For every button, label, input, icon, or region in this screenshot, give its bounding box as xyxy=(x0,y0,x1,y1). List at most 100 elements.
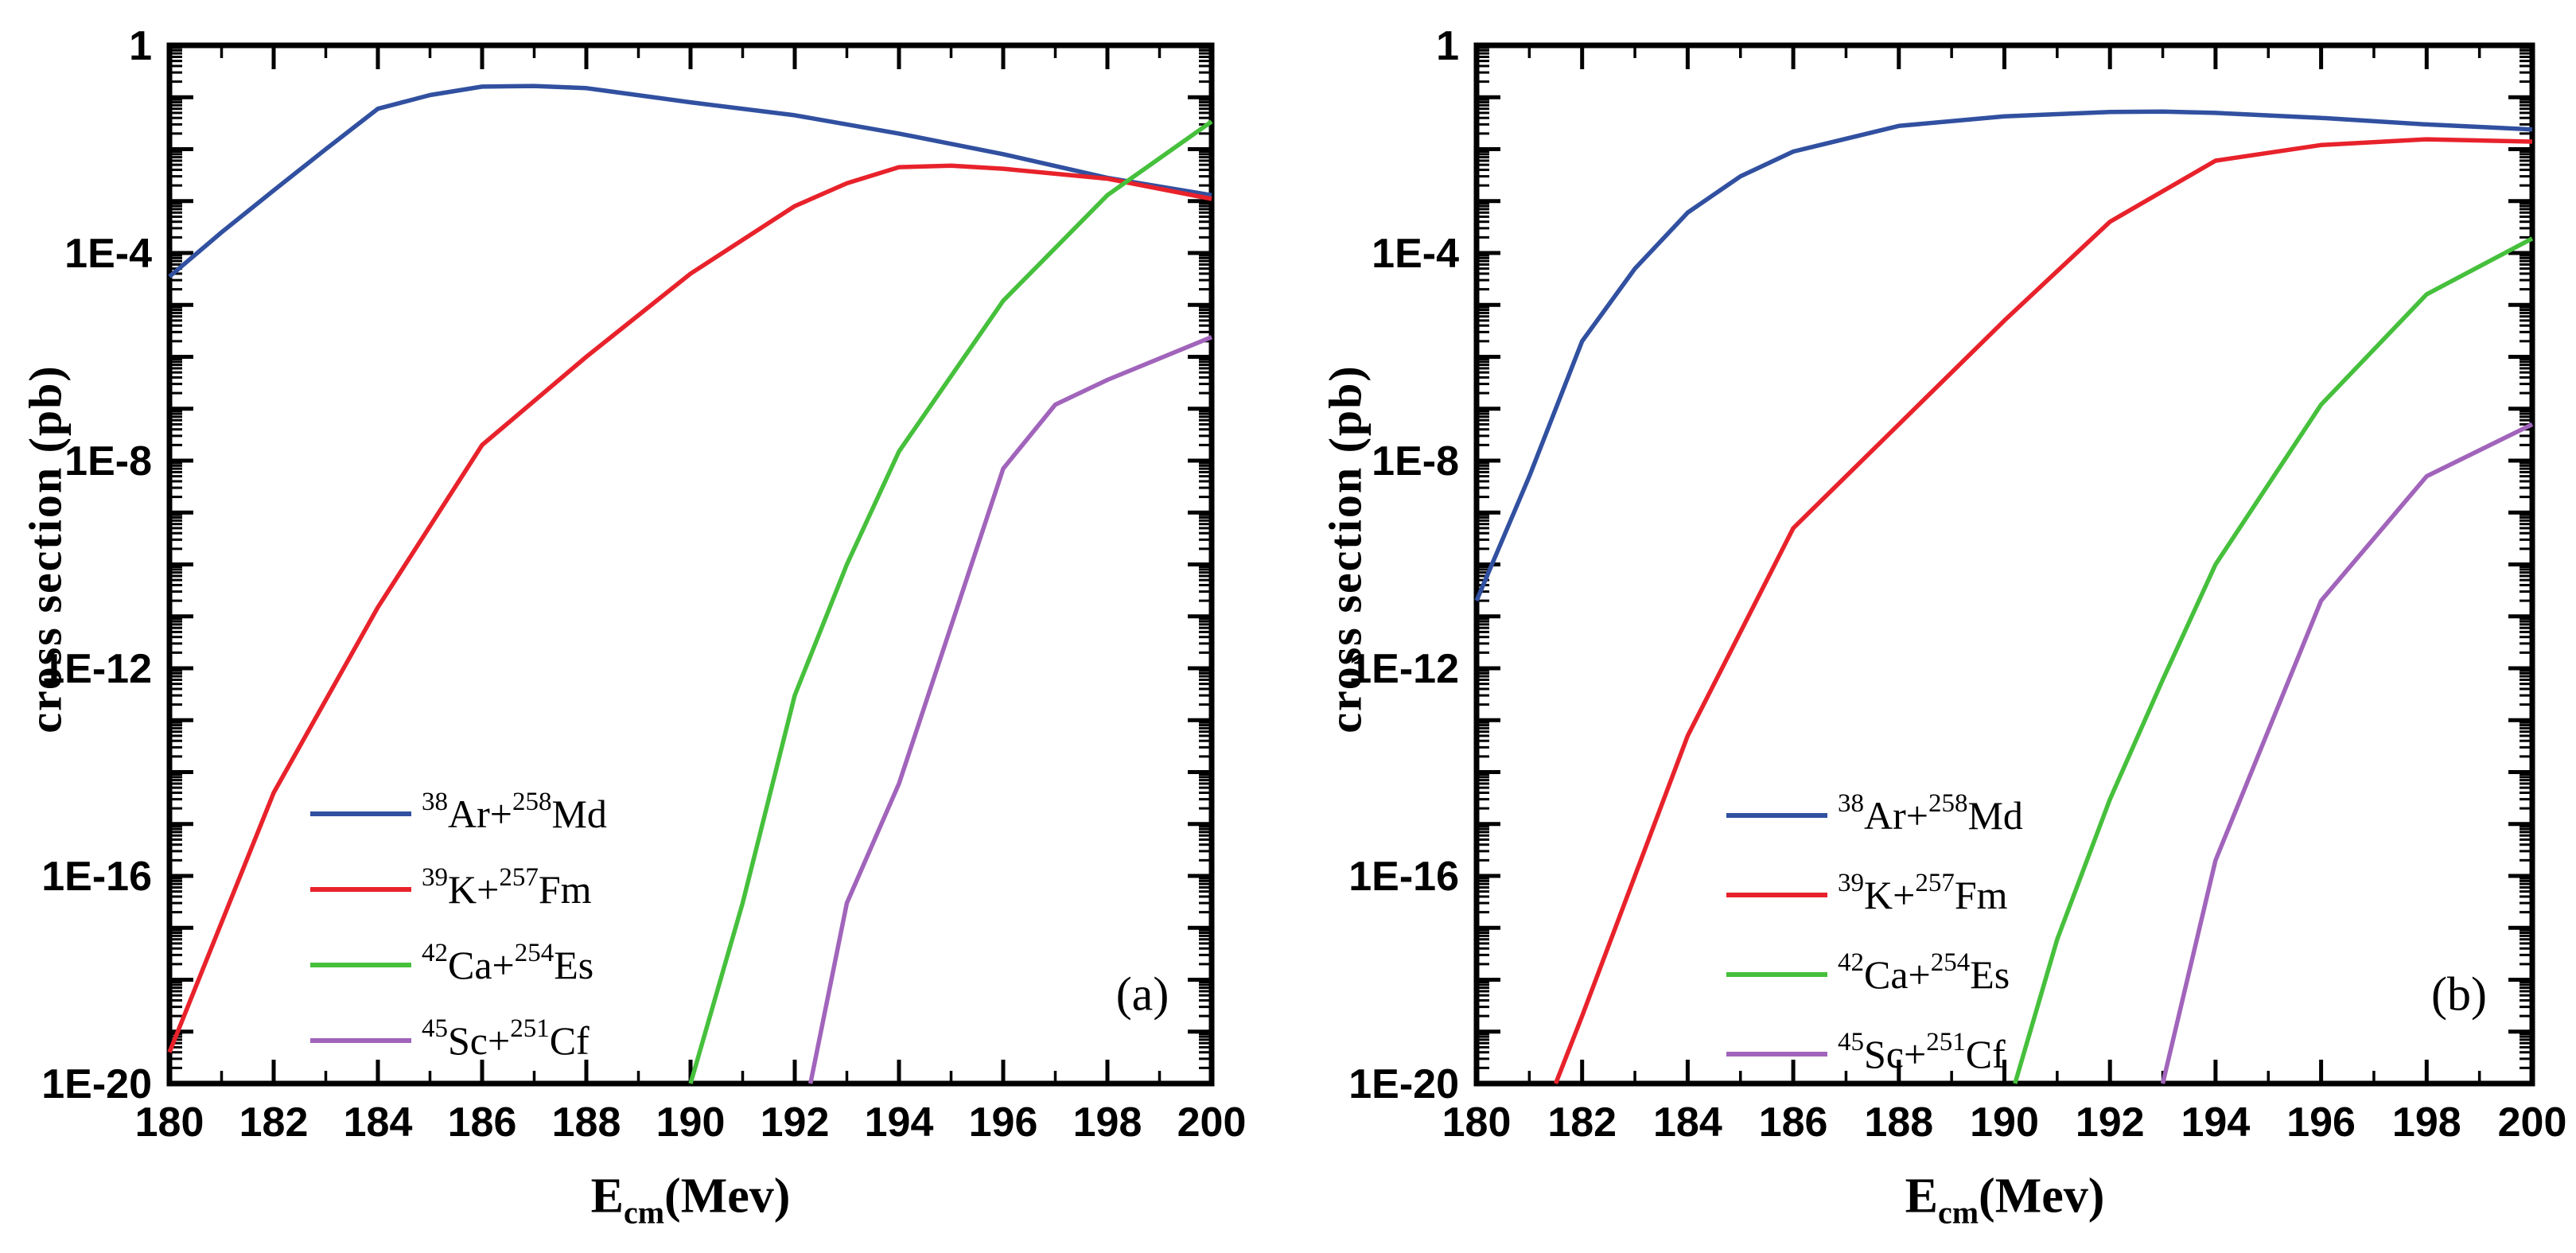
y-tick-label: 1E-12 xyxy=(1348,646,1459,692)
legend-swatch xyxy=(1726,1052,1827,1056)
y-tick-label: 1E-4 xyxy=(64,231,152,277)
legend-sup: 39 xyxy=(1838,869,1864,897)
x-tick-label: 184 xyxy=(344,1099,413,1146)
axis-ticks xyxy=(167,43,1214,1086)
y-tick-label: 1E-4 xyxy=(1372,231,1459,277)
legend-label: 45Sc+251Cf xyxy=(1838,1029,2006,1076)
y-tick-label: 1E-16 xyxy=(1348,854,1459,900)
legend-base: Es xyxy=(1970,952,2010,997)
axis-box xyxy=(166,42,1215,1087)
legend-swatch xyxy=(1726,813,1827,818)
panel-b: 180 182 184 186 188 190 192 194 196 198 200 1 1E-4 1E… xyxy=(1288,0,2576,1253)
x-tick-label: 182 xyxy=(1547,1099,1617,1146)
panel-a: 180 182 184 186 188 190 192 194 196 198 200 1 1E-4 1E… xyxy=(20,23,1247,1232)
legend-base: Md xyxy=(551,792,607,836)
x-axis-label: Ecm(Mev) xyxy=(591,1169,791,1232)
x-tick-label: 180 xyxy=(135,1099,204,1146)
x-tick-label: 182 xyxy=(239,1099,309,1146)
legend-sup: 257 xyxy=(1915,869,1955,897)
legend-item: 42Ca+254Es xyxy=(1726,947,2010,1002)
legend-sup: 258 xyxy=(1928,789,1968,818)
legend-sup: 45 xyxy=(422,1014,448,1043)
legend-swatch xyxy=(310,963,411,967)
x-tick-label: 196 xyxy=(2286,1099,2356,1146)
legend-label: 39K+257Fm xyxy=(1838,870,2008,917)
x-tick-label: 190 xyxy=(656,1099,726,1146)
legend-base: Es xyxy=(554,943,594,987)
xlabel-subscript: cm xyxy=(623,1194,665,1231)
series-curves xyxy=(1474,109,2534,1085)
plot-area-a: 180 182 184 186 188 190 192 194 196 198 200 1 1E-4 1E… xyxy=(41,23,1246,1146)
y-axis-label: cross section (pb) xyxy=(1319,364,1372,734)
legend-sup: 42 xyxy=(1838,948,1864,977)
legend-label: 45Sc+251Cf xyxy=(422,1016,590,1063)
legend-label: 42Ca+254Es xyxy=(422,940,594,987)
legend-swatch xyxy=(310,811,411,816)
legend-base: Sc+ xyxy=(448,1018,511,1063)
series-line-k39-fm257 xyxy=(167,163,1212,1053)
x-tick-label: 198 xyxy=(2392,1099,2461,1146)
legend-item: 38Ar+258Md xyxy=(1726,788,2023,843)
tick-labels: 180 182 184 186 188 190 192 194 196 198 200 1 1E-4 1E… xyxy=(1348,23,2566,1146)
series-line-sc45-cf251 xyxy=(2160,422,2534,1084)
x-tick-label: 194 xyxy=(865,1099,934,1146)
legend-label: 38Ar+258Md xyxy=(422,789,607,836)
legend-swatch xyxy=(1726,893,1827,897)
tick-labels: 180 182 184 186 188 190 192 194 196 198 200 1 1E-4 1E… xyxy=(41,23,1246,1146)
x-tick-label: 194 xyxy=(2181,1099,2251,1146)
xlabel-unit: (Mev) xyxy=(1979,1169,2105,1224)
legend-base: Ar+ xyxy=(448,792,512,836)
y-tick-label: 1 xyxy=(1436,23,1459,69)
x-tick-label: 188 xyxy=(1864,1099,1933,1146)
xlabel-symbol: E xyxy=(1905,1169,1938,1224)
legend-swatch xyxy=(310,887,411,892)
series-line-sc45-cf251 xyxy=(808,335,1213,1084)
y-tick-label: 1E-8 xyxy=(1372,438,1459,484)
legend-sup: 258 xyxy=(512,788,552,816)
legend-swatch xyxy=(310,1038,411,1043)
legend-sup: 42 xyxy=(422,939,448,967)
legend-sup: 251 xyxy=(510,1014,550,1043)
x-axis-label: Ecm(Mev) xyxy=(1905,1169,2105,1232)
panel-label-a: (a) xyxy=(1115,967,1169,1021)
legend-item: 39K+257Fm xyxy=(1726,867,2008,923)
y-tick-label: 1 xyxy=(129,23,152,69)
legend-base: Sc+ xyxy=(1864,1032,1927,1076)
legend-base: Ca+ xyxy=(448,943,515,987)
series-line-ar38-md258 xyxy=(1474,109,2533,602)
legend-base: Fm xyxy=(538,867,592,912)
legend-base: Fm xyxy=(1954,873,2008,917)
plot-area-b: 180 182 184 186 188 190 192 194 196 198 200 1 1E-4 1E… xyxy=(1348,23,2566,1146)
legend-item: 39K+257Fm xyxy=(310,862,592,917)
y-tick-label: 1E-20 xyxy=(41,1061,152,1107)
y-tick-label: 1E-8 xyxy=(64,438,152,484)
series-curves xyxy=(167,84,1213,1084)
x-tick-label: 196 xyxy=(969,1099,1038,1146)
legend-item: 45Sc+251Cf xyxy=(310,1013,590,1068)
legend-base: Ar+ xyxy=(1864,793,1928,838)
y-tick-label: 1E-12 xyxy=(41,646,152,692)
legend-sup: 38 xyxy=(422,788,448,816)
legend-label: 38Ar+258Md xyxy=(1838,791,2023,838)
legend-sup: 45 xyxy=(1838,1028,1864,1056)
legend-sup: 38 xyxy=(1838,789,1864,818)
x-tick-label: 200 xyxy=(2498,1099,2567,1146)
legend-label: 42Ca+254Es xyxy=(1838,950,2010,997)
legend-item: 38Ar+258Md xyxy=(310,786,607,842)
series-line-k39-fm257 xyxy=(1553,137,2533,1085)
xlabel-subscript: cm xyxy=(1937,1194,1979,1231)
legend-item: 42Ca+254Es xyxy=(310,937,593,993)
x-tick-label: 192 xyxy=(2076,1099,2145,1146)
x-tick-label: 180 xyxy=(1442,1099,1512,1146)
legend-base: K+ xyxy=(448,867,500,912)
axis-ticks xyxy=(1474,43,2535,1086)
legend-base: Cf xyxy=(549,1018,590,1063)
x-tick-label: 192 xyxy=(761,1099,830,1146)
x-tick-label: 190 xyxy=(1970,1099,2039,1146)
legend-swatch xyxy=(1726,972,1827,977)
legend-sup: 254 xyxy=(1930,948,1971,977)
x-tick-label: 186 xyxy=(1759,1099,1828,1146)
legend-base: K+ xyxy=(1864,873,1916,917)
y-tick-label: 1E-16 xyxy=(41,854,152,900)
